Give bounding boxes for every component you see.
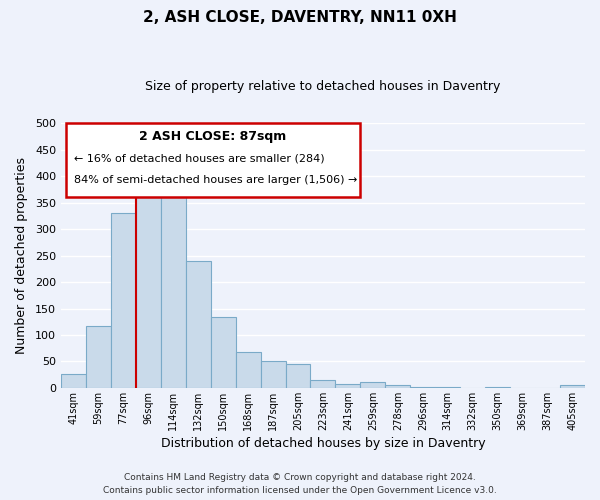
Text: Contains HM Land Registry data © Crown copyright and database right 2024.
Contai: Contains HM Land Registry data © Crown c…: [103, 474, 497, 495]
Bar: [136, 182, 161, 388]
Bar: [211, 317, 236, 388]
Bar: [335, 384, 361, 388]
FancyBboxPatch shape: [66, 124, 359, 198]
Bar: [385, 386, 410, 388]
Bar: [61, 374, 86, 388]
Bar: [260, 362, 286, 388]
Text: 84% of semi-detached houses are larger (1,506) →: 84% of semi-detached houses are larger (…: [74, 175, 358, 185]
Text: 2, ASH CLOSE, DAVENTRY, NN11 0XH: 2, ASH CLOSE, DAVENTRY, NN11 0XH: [143, 10, 457, 25]
Bar: [236, 352, 260, 388]
X-axis label: Distribution of detached houses by size in Daventry: Distribution of detached houses by size …: [161, 437, 485, 450]
Y-axis label: Number of detached properties: Number of detached properties: [15, 157, 28, 354]
Bar: [161, 190, 186, 388]
Bar: [310, 380, 335, 388]
Bar: [111, 214, 136, 388]
Bar: [186, 261, 211, 388]
Bar: [560, 384, 585, 388]
Bar: [361, 382, 385, 388]
Bar: [286, 364, 310, 388]
Bar: [86, 326, 111, 388]
Text: ← 16% of detached houses are smaller (284): ← 16% of detached houses are smaller (28…: [74, 154, 325, 164]
Title: Size of property relative to detached houses in Daventry: Size of property relative to detached ho…: [145, 80, 500, 93]
Text: 2 ASH CLOSE: 87sqm: 2 ASH CLOSE: 87sqm: [139, 130, 287, 143]
